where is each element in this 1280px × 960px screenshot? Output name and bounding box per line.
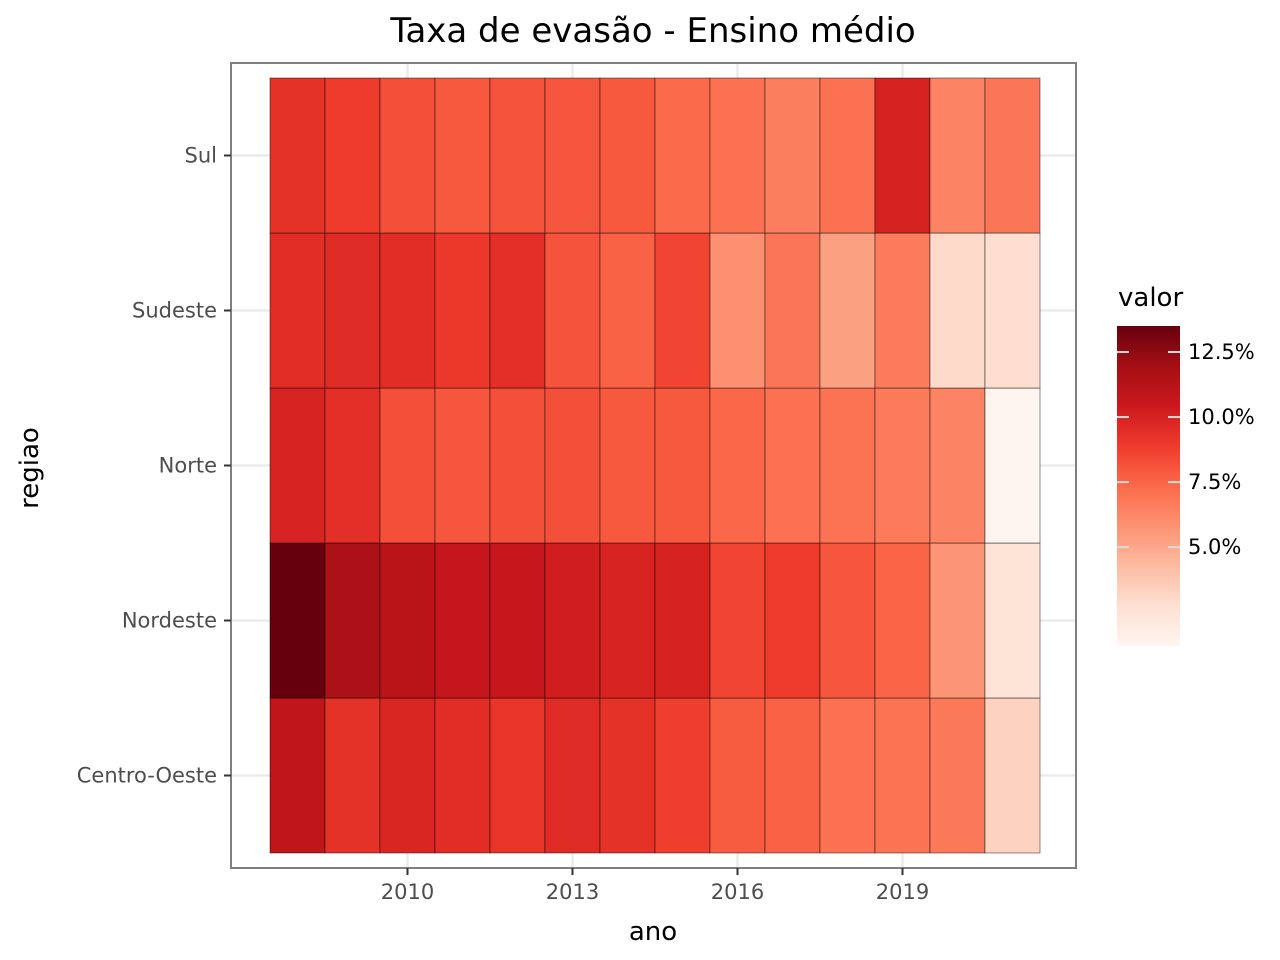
- heatmap-cell: [874, 77, 931, 234]
- heatmap-cell: [764, 387, 821, 544]
- heatmap-cell: [324, 542, 381, 699]
- heatmap-cell: [874, 232, 931, 389]
- heatmap-cell: [599, 697, 656, 854]
- heatmap-cell: [434, 232, 491, 389]
- x-tick-label: 2016: [711, 880, 764, 904]
- heatmap-cell: [819, 232, 876, 389]
- heatmap-cell: [929, 77, 986, 234]
- heatmap-cell: [379, 697, 436, 854]
- heatmap-cell: [984, 77, 1041, 234]
- heatmap-cell: [709, 77, 766, 234]
- heatmap-cell: [489, 697, 546, 854]
- heatmap-cell: [819, 697, 876, 854]
- heatmap-cell: [874, 387, 931, 544]
- heatmap-cell: [764, 77, 821, 234]
- legend-tick-label: 5.0%: [1188, 535, 1241, 559]
- x-tick-label: 2013: [546, 880, 599, 904]
- heatmap-cell: [599, 232, 656, 389]
- heatmap-cell: [874, 542, 931, 699]
- heatmap-cell: [819, 387, 876, 544]
- heatmap-cell: [599, 387, 656, 544]
- heatmap-cell: [324, 77, 381, 234]
- legend-ticks: 5.0% 7.5% 10.0% 12.5%: [1117, 340, 1255, 559]
- heatmap-cell: [379, 77, 436, 234]
- heatmap-cell: [874, 697, 931, 854]
- heatmap-cell: [654, 77, 711, 234]
- y-tick-label: Sul: [185, 144, 217, 168]
- heatmap-cell: [819, 77, 876, 234]
- heatmap-cell: [434, 387, 491, 544]
- heatmap-cell: [819, 542, 876, 699]
- heatmap-cell: [379, 232, 436, 389]
- heatmap-cell: [709, 697, 766, 854]
- heatmap-cell: [269, 232, 326, 389]
- legend-tick-label: 7.5%: [1188, 470, 1241, 494]
- heatmap-cell: [489, 542, 546, 699]
- heatmap-cell: [544, 387, 601, 544]
- heatmap-cell: [434, 542, 491, 699]
- heatmap-cell: [929, 387, 986, 544]
- heatmap-cell: [599, 77, 656, 234]
- heatmap-cell: [489, 232, 546, 389]
- x-tick-label: 2019: [876, 880, 929, 904]
- heatmap-cell: [324, 232, 381, 389]
- heatmap-cell: [269, 387, 326, 544]
- heatmap-cell: [654, 697, 711, 854]
- heatmap-cell: [764, 542, 821, 699]
- heatmap-cell: [984, 542, 1041, 699]
- heatmap-cell: [269, 697, 326, 854]
- heatmap-cell: [654, 387, 711, 544]
- heatmap-cell: [434, 77, 491, 234]
- legend-colorbar: [1117, 326, 1180, 646]
- heatmap-cell: [654, 232, 711, 389]
- y-axis-title: regiao: [15, 427, 45, 509]
- heatmap-cell: [929, 542, 986, 699]
- heatmap-cell: [379, 542, 436, 699]
- x-axis: 2010 2013 2016 2019: [381, 868, 929, 904]
- color-legend: valor 5.0% 7.5% 10.0% 12.5%: [1117, 283, 1255, 646]
- heatmap-cell: [984, 232, 1041, 389]
- chart-title: Taxa de evasão - Ensino médio: [389, 11, 915, 51]
- heatmap-cell: [544, 542, 601, 699]
- heatmap-cell: [929, 232, 986, 389]
- heatmap-cell: [709, 232, 766, 389]
- y-tick-label: Centro-Oeste: [77, 764, 217, 788]
- heatmap-cell: [324, 697, 381, 854]
- heatmap-cells: [269, 77, 1041, 854]
- heatmap-cell: [764, 232, 821, 389]
- heatmap-cell: [269, 542, 326, 699]
- heatmap-cell: [984, 387, 1041, 544]
- legend-tick-label: 12.5%: [1188, 340, 1255, 364]
- heatmap-cell: [489, 77, 546, 234]
- heatmap-cell: [434, 697, 491, 854]
- y-tick-label: Norte: [159, 454, 217, 478]
- heatmap-cell: [324, 387, 381, 544]
- heatmap-cell: [544, 77, 601, 234]
- x-tick-label: 2010: [381, 880, 434, 904]
- heatmap-cell: [544, 697, 601, 854]
- heatmap-cell: [269, 77, 326, 234]
- y-tick-label: Sudeste: [132, 299, 217, 323]
- heatmap-cell: [929, 697, 986, 854]
- heatmap-cell: [709, 387, 766, 544]
- legend-tick-label: 10.0%: [1188, 405, 1255, 429]
- heatmap-cell: [599, 542, 656, 699]
- heatmap-cell: [984, 697, 1041, 854]
- heatmap-cell: [379, 387, 436, 544]
- y-axis: Centro-Oeste Nordeste Norte Sudeste Sul: [77, 144, 231, 788]
- x-axis-title: ano: [629, 917, 677, 947]
- heatmap-cell: [764, 697, 821, 854]
- y-tick-label: Nordeste: [122, 609, 217, 633]
- heatmap-cell: [654, 542, 711, 699]
- heatmap-cell: [709, 542, 766, 699]
- heatmap-cell: [489, 387, 546, 544]
- legend-title: valor: [1118, 283, 1183, 313]
- heatmap-cell: [544, 232, 601, 389]
